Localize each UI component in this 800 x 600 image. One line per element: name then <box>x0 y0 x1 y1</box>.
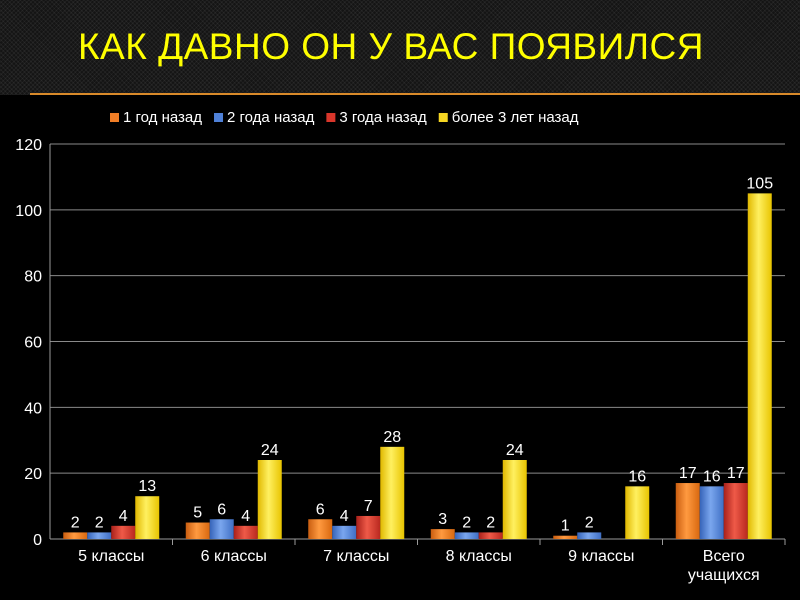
data-label: 6 <box>217 501 226 518</box>
bar <box>111 525 136 539</box>
bar <box>577 532 602 539</box>
x-tick-label: 8 классы <box>446 548 512 565</box>
bar <box>87 532 112 539</box>
bar <box>502 460 527 539</box>
bar <box>233 525 258 539</box>
data-label: 4 <box>119 508 128 525</box>
data-label: 2 <box>585 514 594 531</box>
bar <box>332 525 357 539</box>
bar <box>747 193 772 539</box>
data-label: 7 <box>364 498 373 515</box>
data-label: 5 <box>193 505 202 522</box>
y-tick-label: 0 <box>33 532 42 549</box>
legend-label: более 3 лет назад <box>452 109 579 126</box>
x-tick-label: 7 классы <box>323 548 389 565</box>
data-label: 24 <box>261 442 279 459</box>
x-tick-label: учащихся <box>688 567 760 584</box>
data-label: 2 <box>71 514 80 531</box>
data-label: 24 <box>506 442 524 459</box>
bar <box>135 496 160 539</box>
y-tick-label: 60 <box>24 335 42 352</box>
y-tick-label: 40 <box>24 400 42 417</box>
bar <box>257 460 282 539</box>
data-label: 1 <box>561 518 570 535</box>
legend-label: 3 года назад <box>339 109 427 126</box>
y-tick-label: 120 <box>15 137 42 154</box>
bar <box>478 532 503 539</box>
legend-label: 2 года назад <box>227 109 315 126</box>
bar <box>63 532 88 539</box>
legend-swatch <box>326 113 336 122</box>
bar <box>185 522 210 539</box>
data-label: 17 <box>727 465 745 482</box>
legend-swatch <box>438 113 448 122</box>
bar <box>723 483 748 539</box>
bar <box>553 535 578 539</box>
bar <box>675 483 700 539</box>
y-tick-label: 20 <box>24 466 42 483</box>
data-label: 2 <box>486 514 495 531</box>
data-label: 4 <box>340 508 349 525</box>
data-label: 105 <box>746 175 773 192</box>
data-label: 6 <box>316 501 325 518</box>
y-tick-label: 80 <box>24 269 42 286</box>
data-label: 16 <box>628 468 646 485</box>
y-tick-label: 100 <box>15 203 42 220</box>
x-tick-label: 9 классы <box>568 548 634 565</box>
data-label: 16 <box>703 468 721 485</box>
slide-title: КАК ДАВНО ОН У ВАС ПОЯВИЛСЯ <box>78 26 704 67</box>
legend-label: 1 год назад <box>123 109 202 126</box>
data-label: 17 <box>679 465 697 482</box>
data-label: 4 <box>241 508 250 525</box>
bar <box>699 486 724 539</box>
bar <box>454 532 479 539</box>
data-label: 2 <box>462 514 471 531</box>
bar <box>356 515 381 539</box>
data-label: 13 <box>138 478 156 495</box>
bar <box>209 519 234 539</box>
bar <box>430 529 455 539</box>
data-label: 2 <box>95 514 104 531</box>
x-tick-label: 5 классы <box>78 548 144 565</box>
title-divider <box>30 93 800 95</box>
bar <box>308 519 333 539</box>
legend-swatch <box>110 113 119 122</box>
bar <box>380 446 405 539</box>
x-tick-label: 6 классы <box>201 548 267 565</box>
title-bar: КАК ДАВНО ОН У ВАС ПОЯВИЛСЯ <box>0 0 800 95</box>
legend-swatch <box>214 113 224 122</box>
bar <box>625 486 650 539</box>
data-label: 3 <box>438 511 447 528</box>
x-tick-label: Всего <box>703 548 745 565</box>
data-label: 28 <box>383 429 401 446</box>
